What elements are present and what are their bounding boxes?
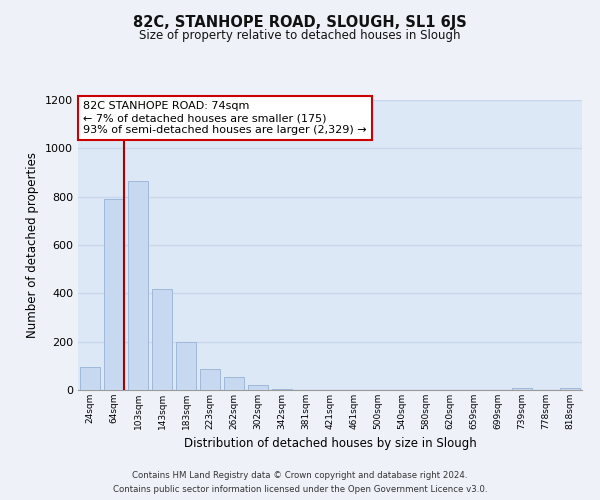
Bar [152,288,172,390]
Bar [512,388,532,390]
Text: Size of property relative to detached houses in Slough: Size of property relative to detached ho… [139,30,461,43]
Bar [224,378,244,390]
Bar [80,367,100,390]
Text: Contains HM Land Registry data © Crown copyright and database right 2024.: Contains HM Land Registry data © Crown c… [132,472,468,480]
Bar [248,384,268,390]
Bar [560,388,580,390]
Y-axis label: Number of detached properties: Number of detached properties [26,152,40,338]
Bar [104,199,124,390]
Bar [200,370,220,390]
X-axis label: Distribution of detached houses by size in Slough: Distribution of detached houses by size … [184,438,476,450]
Text: 82C STANHOPE ROAD: 74sqm
← 7% of detached houses are smaller (175)
93% of semi-d: 82C STANHOPE ROAD: 74sqm ← 7% of detache… [83,102,367,134]
Bar [272,389,292,390]
Bar [176,342,196,390]
Text: 82C, STANHOPE ROAD, SLOUGH, SL1 6JS: 82C, STANHOPE ROAD, SLOUGH, SL1 6JS [133,15,467,30]
Bar [128,181,148,390]
Text: Contains public sector information licensed under the Open Government Licence v3: Contains public sector information licen… [113,484,487,494]
